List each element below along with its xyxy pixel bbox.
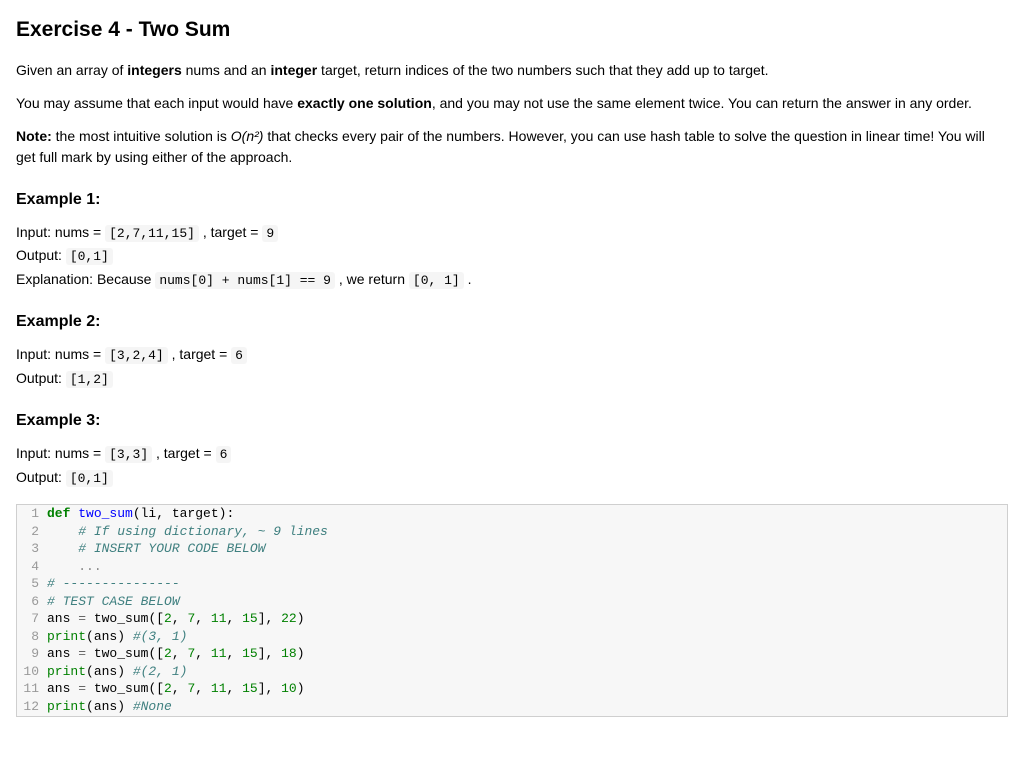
target-value-code: 9: [262, 225, 278, 242]
example-2-heading: Example 2:: [16, 310, 1008, 334]
line-number: 8: [17, 628, 47, 646]
line-number: 11: [17, 680, 47, 698]
example-1-heading: Example 1:: [16, 188, 1008, 212]
code-line: ans = two_sum([2, 7, 11, 15], 22): [47, 610, 1007, 628]
output-value-code: [0,1]: [66, 248, 113, 265]
text: , and you may not use the same element t…: [432, 95, 972, 111]
bold-integer: integer: [270, 62, 317, 78]
explanation-label: Explanation: Because: [16, 271, 155, 287]
line-number: 5: [17, 575, 47, 593]
bold-exactly-one-solution: exactly one solution: [297, 95, 432, 111]
line-number: 3: [17, 540, 47, 558]
line-number: 2: [17, 523, 47, 541]
problem-paragraph-note: Note: the most intuitive solution is O(n…: [16, 126, 1008, 168]
code-line: # INSERT YOUR CODE BELOW: [47, 540, 1007, 558]
target-value-code: 6: [231, 347, 247, 364]
problem-paragraph-2: You may assume that each input would hav…: [16, 93, 1008, 114]
input-label: Input: nums =: [16, 445, 105, 461]
target-label: , target =: [168, 346, 231, 362]
input-nums-code: [2,7,11,15]: [105, 225, 199, 242]
line-number: 7: [17, 610, 47, 628]
line-number: 12: [17, 698, 47, 716]
output-label: Output:: [16, 247, 66, 263]
target-value-code: 6: [216, 446, 232, 463]
code-block: 1def two_sum(li, target): 2 # If using d…: [16, 504, 1008, 717]
line-number: 10: [17, 663, 47, 681]
code-line: print(ans) #(2, 1): [47, 663, 1007, 681]
line-number: 4: [17, 558, 47, 576]
output-value-code: [1,2]: [66, 371, 113, 388]
output-value-code: [0,1]: [66, 470, 113, 487]
output-label: Output:: [16, 370, 66, 386]
target-label: , target =: [152, 445, 215, 461]
text: nums and an: [182, 62, 271, 78]
input-label: Input: nums =: [16, 224, 105, 240]
code-line: ans = two_sum([2, 7, 11, 15], 18): [47, 645, 1007, 663]
input-nums-code: [3,2,4]: [105, 347, 168, 364]
big-o-notation: O(n²): [231, 128, 264, 144]
example-3-heading: Example 3:: [16, 409, 1008, 433]
text: You may assume that each input would hav…: [16, 95, 297, 111]
line-number: 1: [17, 505, 47, 523]
text: .: [464, 271, 472, 287]
line-number: 9: [17, 645, 47, 663]
code-line: ans = two_sum([2, 7, 11, 15], 10): [47, 680, 1007, 698]
code-line: def two_sum(li, target):: [47, 505, 1007, 523]
target-label: , target =: [199, 224, 262, 240]
code-line: # If using dictionary, ~ 9 lines: [47, 523, 1007, 541]
problem-paragraph-1: Given an array of integers nums and an i…: [16, 60, 1008, 81]
code-line: # TEST CASE BELOW: [47, 593, 1007, 611]
explanation-code-2: [0, 1]: [409, 272, 464, 289]
example-1-body: Input: nums = [2,7,11,15] , target = 9 O…: [16, 222, 1008, 291]
code-line: ...: [47, 558, 1007, 576]
example-3-body: Input: nums = [3,3] , target = 6 Output:…: [16, 443, 1008, 488]
code-line: # ---------------: [47, 575, 1007, 593]
code-line: print(ans) #None: [47, 698, 1007, 716]
note-label: Note:: [16, 128, 52, 144]
bold-integers: integers: [127, 62, 181, 78]
code-line: print(ans) #(3, 1): [47, 628, 1007, 646]
text: , we return: [335, 271, 409, 287]
input-nums-code: [3,3]: [105, 446, 152, 463]
input-label: Input: nums =: [16, 346, 105, 362]
text: Given an array of: [16, 62, 127, 78]
text: target, return indices of the two number…: [317, 62, 768, 78]
explanation-code-1: nums[0] + nums[1] == 9: [155, 272, 335, 289]
line-number: 6: [17, 593, 47, 611]
output-label: Output:: [16, 469, 66, 485]
example-2-body: Input: nums = [3,2,4] , target = 6 Outpu…: [16, 344, 1008, 389]
text: the most intuitive solution is: [52, 128, 231, 144]
exercise-title: Exercise 4 - Two Sum: [16, 14, 1008, 46]
